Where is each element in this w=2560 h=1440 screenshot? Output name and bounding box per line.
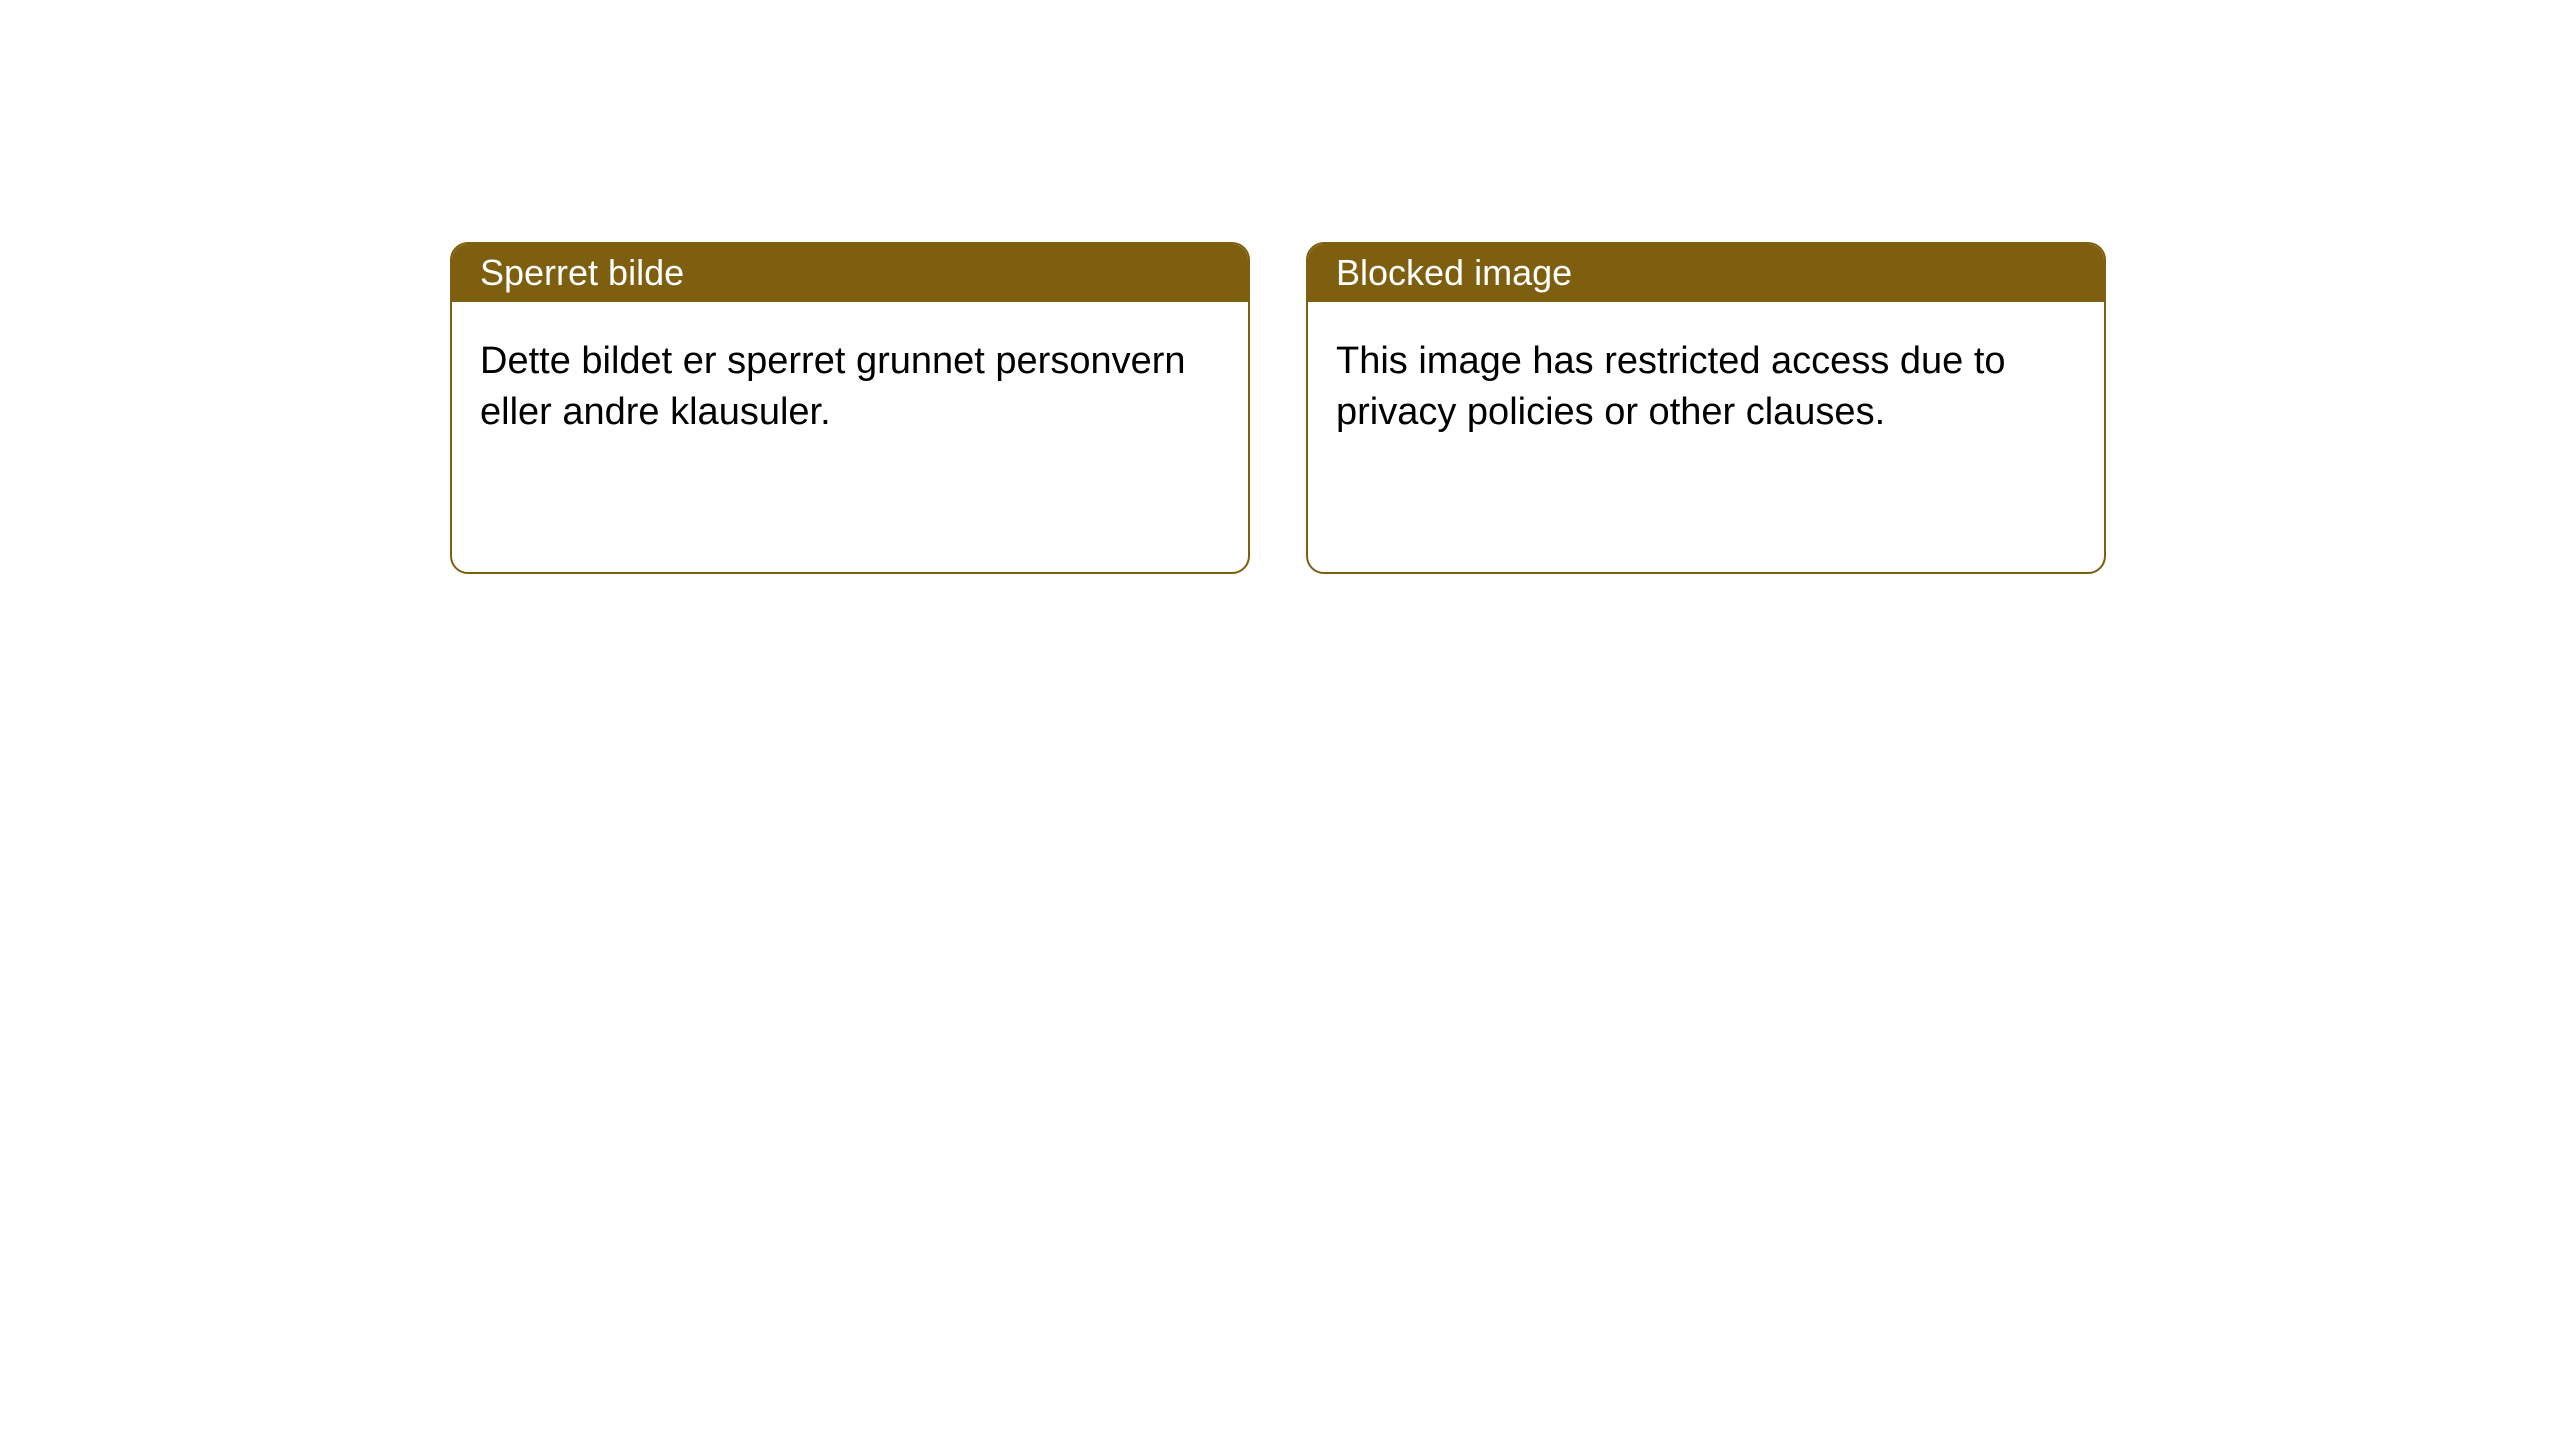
notice-title-english: Blocked image [1308,244,2104,302]
notice-container: Sperret bilde Dette bildet er sperret gr… [0,0,2560,574]
notice-body-english: This image has restricted access due to … [1308,302,2104,572]
notice-card-english: Blocked image This image has restricted … [1306,242,2106,574]
notice-card-norwegian: Sperret bilde Dette bildet er sperret gr… [450,242,1250,574]
notice-title-norwegian: Sperret bilde [452,244,1248,302]
notice-body-norwegian: Dette bildet er sperret grunnet personve… [452,302,1248,572]
